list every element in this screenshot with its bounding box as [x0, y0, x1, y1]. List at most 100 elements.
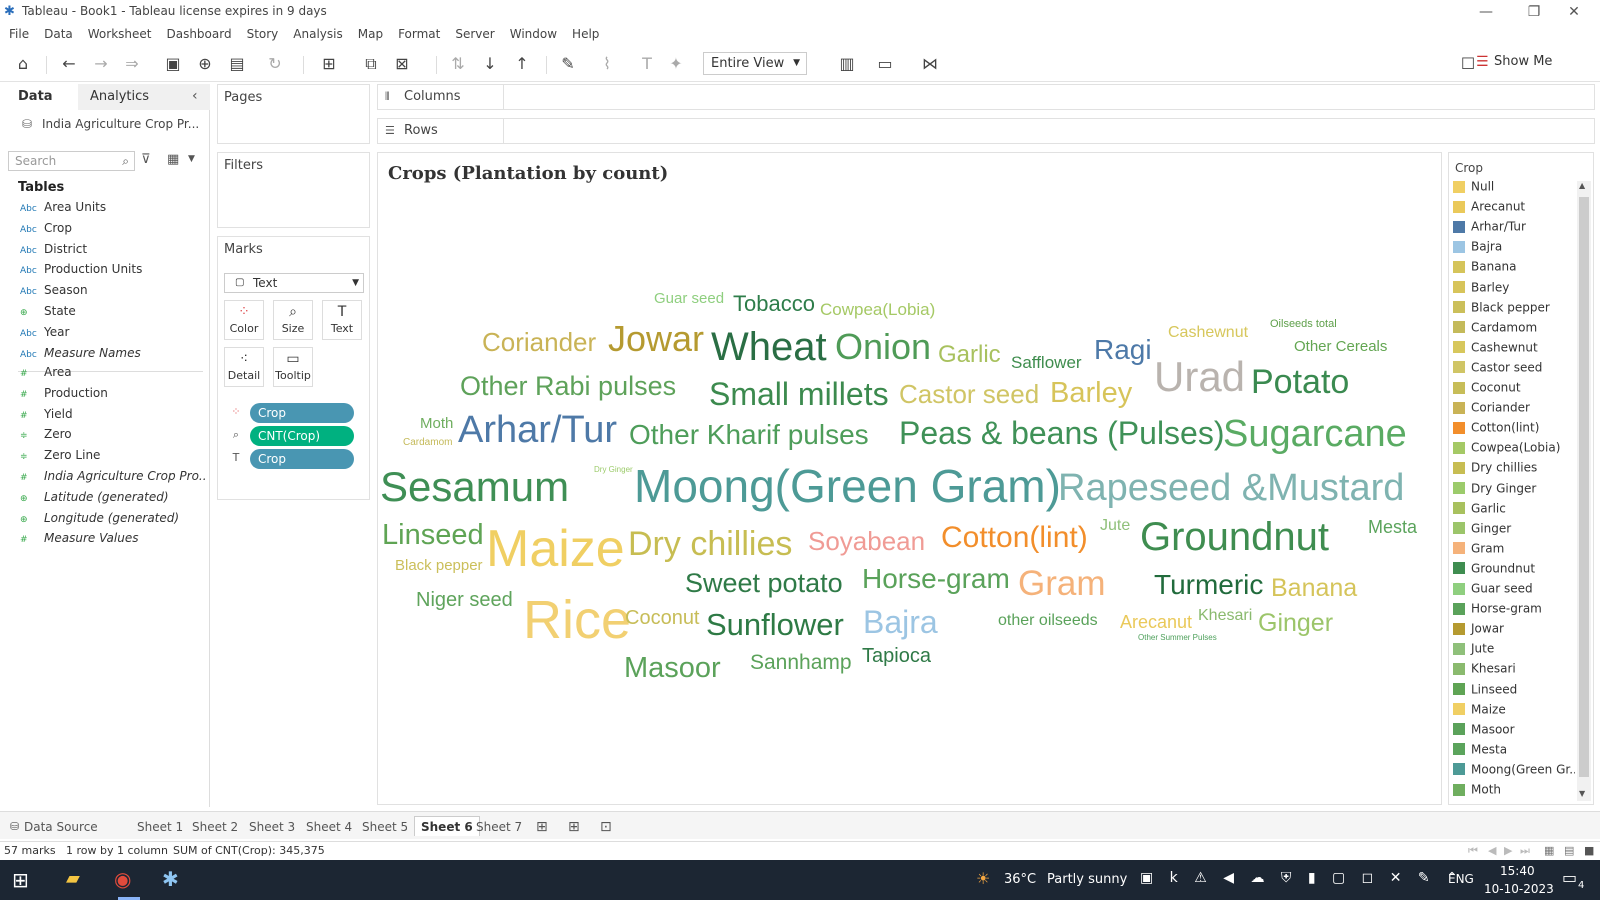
nav-next-icon[interactable]: ▶: [1504, 844, 1513, 857]
legend-item[interactable]: Cashewnut: [1453, 340, 1575, 360]
word-coriander[interactable]: Coriander: [482, 327, 597, 357]
word-cardamom[interactable]: Cardamom: [403, 437, 453, 448]
viz-canvas[interactable]: Crops (Plantation by count) Guar seed Tob…: [377, 152, 1442, 805]
menu-window[interactable]: Window: [509, 27, 558, 41]
close-window-button[interactable]: ✕: [1568, 4, 1580, 20]
clock-date[interactable]: 10-10-2023: [1484, 882, 1554, 896]
word-coconut[interactable]: Coconut: [625, 607, 700, 629]
legend-item[interactable]: Barley: [1453, 280, 1575, 300]
show-cards-icon[interactable]: ▥: [839, 54, 855, 73]
show-me-button[interactable]: Show Me: [1494, 54, 1553, 69]
nav-prev-icon[interactable]: ◀: [1488, 844, 1497, 857]
undo-icon[interactable]: ←: [62, 54, 76, 73]
word-turmeric[interactable]: Turmeric: [1154, 569, 1264, 600]
word-horse-gram[interactable]: Horse-gram: [862, 563, 1010, 594]
legend-item[interactable]: Horse-gram: [1453, 601, 1575, 621]
word-dry-chillies[interactable]: Dry chillies: [628, 525, 793, 563]
legend-item[interactable]: Mesta: [1453, 742, 1575, 762]
word-arecanut[interactable]: Arecanut: [1120, 612, 1193, 632]
word-jute[interactable]: Jute: [1100, 517, 1131, 534]
word-black-pepper[interactable]: Black pepper: [395, 557, 483, 574]
word-other-summer-pulses[interactable]: Other Summer Pulses: [1138, 633, 1217, 642]
rows-shelf[interactable]: ☰ Rows: [377, 118, 1595, 144]
search-input[interactable]: Search ⌕: [8, 151, 135, 171]
legend-item[interactable]: Groundnut: [1453, 561, 1575, 581]
label-icon[interactable]: T: [642, 54, 652, 73]
weather-temp[interactable]: 36°C: [1004, 872, 1037, 887]
nav-last-icon[interactable]: ⏭: [1520, 844, 1530, 857]
word-oilseeds-total[interactable]: Oilseeds total: [1270, 318, 1337, 330]
word-sweet-potato[interactable]: Sweet potato: [685, 568, 843, 598]
word-sannhamp[interactable]: Sannhamp: [750, 651, 852, 674]
word-wheat[interactable]: Wheat: [711, 325, 827, 369]
weather-desc[interactable]: Partly sunny: [1047, 872, 1128, 887]
word-peas-beans-pulses[interactable]: Peas & beans (Pulses): [899, 415, 1225, 451]
scroll-thumb[interactable]: [1579, 197, 1589, 777]
annotate-icon[interactable]: ⌇: [603, 54, 611, 73]
word-small-millets[interactable]: Small millets: [709, 376, 889, 412]
field-yield[interactable]: # Yield: [20, 407, 205, 427]
windows-start-icon[interactable]: ⊞: [12, 868, 29, 892]
menu-map[interactable]: Map: [357, 27, 384, 41]
sort-descending-icon[interactable]: ↑: [515, 54, 529, 73]
legend-item[interactable]: Cardamom: [1453, 320, 1575, 340]
legend-item[interactable]: Khesari: [1453, 661, 1575, 681]
field-area-units[interactable]: Abc Area Units: [20, 200, 205, 220]
tab-sheet-4[interactable]: Sheet 4: [306, 820, 353, 834]
legend-item[interactable]: Linseed: [1453, 682, 1575, 702]
tab-data[interactable]: Data: [18, 89, 53, 104]
word-cotton-lint[interactable]: Cotton(lint): [941, 521, 1088, 554]
list-view-icon[interactable]: ▤: [1564, 844, 1575, 857]
word-tapioca[interactable]: Tapioca: [862, 645, 931, 667]
menu-dashboard[interactable]: Dashboard: [166, 27, 232, 41]
color-pill-crop[interactable]: Crop: [250, 403, 354, 423]
detail-button[interactable]: ⁖ Detail: [224, 347, 264, 387]
word-soyabean[interactable]: Soyabean: [808, 526, 926, 556]
field-production[interactable]: # Production: [20, 386, 205, 406]
field-district[interactable]: Abc District: [20, 242, 205, 262]
word-other-oilseeds[interactable]: other oilseeds: [998, 612, 1098, 629]
word-onion[interactable]: Onion: [835, 326, 932, 367]
legend-item[interactable]: Coriander: [1453, 400, 1575, 420]
tab-sheet-6[interactable]: Sheet 6: [414, 816, 480, 836]
field-state[interactable]: ⊕ State: [20, 304, 205, 324]
field-crop[interactable]: Abc Crop: [20, 221, 205, 241]
field-season[interactable]: Abc Season: [20, 283, 205, 303]
notifications-icon[interactable]: ▭: [1562, 868, 1578, 887]
legend-item[interactable]: Cowpea(Lobia): [1453, 440, 1575, 460]
menu-help[interactable]: Help: [572, 27, 600, 41]
legend-scrollbar[interactable]: ▲ ▼: [1577, 181, 1591, 801]
legend-item[interactable]: Null: [1453, 179, 1575, 199]
field-measure-names[interactable]: Abc Measure Names: [20, 346, 205, 366]
word-rice[interactable]: Rice: [523, 590, 632, 650]
word-potato[interactable]: Potato: [1251, 363, 1350, 401]
word-rapeseed-mustard[interactable]: Rapeseed &Mustard: [1058, 467, 1405, 509]
legend-item[interactable]: Black pepper: [1453, 300, 1575, 320]
field-production-units[interactable]: Abc Production Units: [20, 262, 205, 282]
refresh-icon[interactable]: ↻: [268, 54, 282, 73]
legend-item[interactable]: Cotton(lint): [1453, 420, 1575, 440]
word-moth[interactable]: Moth: [420, 415, 454, 432]
menu-file[interactable]: File: [9, 27, 30, 41]
word-bajra[interactable]: Bajra: [863, 604, 938, 640]
tab-sheet-7[interactable]: Sheet 7: [476, 820, 523, 834]
field-year[interactable]: Abc Year: [20, 325, 205, 345]
legend-item[interactable]: Guar seed: [1453, 581, 1575, 601]
word-maize[interactable]: Maize: [486, 520, 625, 578]
legend-item[interactable]: Dry chillies: [1453, 460, 1575, 480]
chrome-icon[interactable]: ◉: [114, 867, 132, 891]
legend-item[interactable]: Maize: [1453, 702, 1575, 722]
field-india-agriculture-crop-pro[interactable]: # India Agriculture Crop Pro...: [20, 469, 205, 489]
maximize-button[interactable]: ❐: [1527, 4, 1541, 20]
clear-sheet-icon[interactable]: ⊠: [395, 54, 409, 73]
color-button[interactable]: ⁘ Color: [224, 300, 264, 340]
word-castor-seed[interactable]: Castor seed: [899, 379, 1040, 409]
tab-sheet-5[interactable]: Sheet 5: [362, 820, 409, 834]
minimize-button[interactable]: —: [1479, 4, 1493, 20]
word-cashewnut[interactable]: Cashewnut: [1168, 324, 1249, 341]
scroll-down-icon[interactable]: ▼: [1579, 789, 1586, 798]
grid-view-icon[interactable]: ▦: [1544, 844, 1555, 857]
word-banana[interactable]: Banana: [1271, 574, 1358, 602]
scroll-up-icon[interactable]: ▲: [1579, 181, 1586, 190]
collapse-icon[interactable]: ‹: [192, 88, 198, 104]
